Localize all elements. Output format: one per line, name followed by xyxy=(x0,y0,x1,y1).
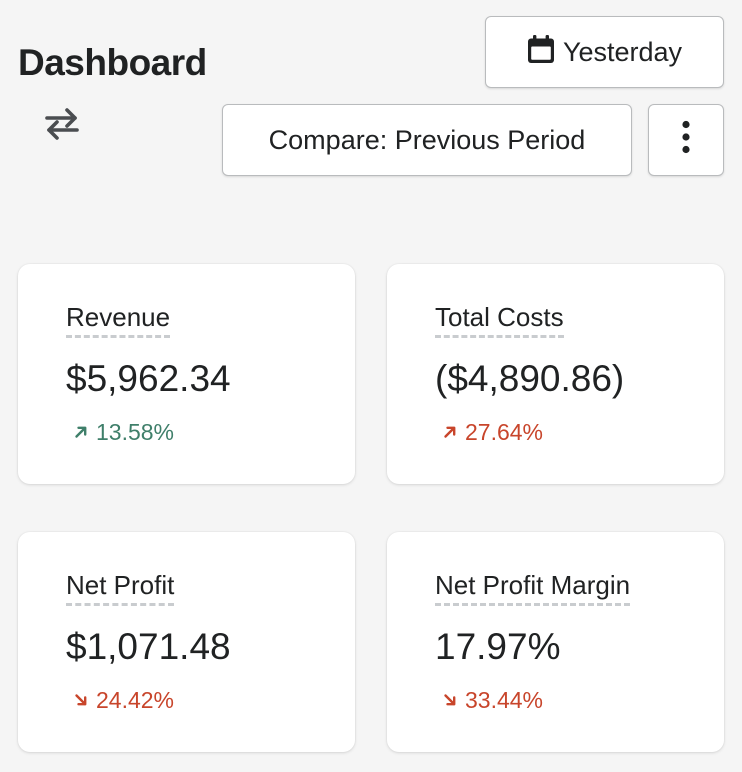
metric-value: $5,962.34 xyxy=(66,358,231,399)
date-range-label: Yesterday xyxy=(562,36,683,67)
arrow-up-right-icon xyxy=(443,425,457,439)
compare-period-label: Compare: Previous Period xyxy=(268,124,586,155)
vertical-ellipsis-icon xyxy=(681,120,691,161)
metric-change: 27.64% xyxy=(443,417,543,447)
metric-change-value: 24.42% xyxy=(96,687,175,713)
metric-label[interactable]: Revenue xyxy=(66,300,171,338)
metric-card-net-profit-margin: Net Profit Margin 17.97% 33.44% xyxy=(387,532,724,752)
arrow-down-right-icon xyxy=(74,693,88,707)
metric-label[interactable]: Net Profit xyxy=(66,568,175,606)
calendar-icon xyxy=(527,34,555,71)
metric-card-net-profit: Net Profit $1,071.48 24.42% xyxy=(18,532,355,752)
metric-card-revenue: Revenue $5,962.34 13.58% xyxy=(18,264,355,484)
metric-value: 17.97% xyxy=(435,626,561,667)
metric-change: 24.42% xyxy=(74,685,174,715)
metric-label[interactable]: Total Costs xyxy=(435,300,564,338)
metric-change-value: 13.58% xyxy=(96,419,175,445)
metric-value: ($4,890.86) xyxy=(435,358,625,399)
metric-change-value: 27.64% xyxy=(465,419,544,445)
more-actions-button[interactable] xyxy=(648,104,724,176)
date-range-button[interactable]: Yesterday xyxy=(485,16,724,88)
metric-change: 33.44% xyxy=(443,685,543,715)
metric-value: $1,071.48 xyxy=(66,626,231,667)
metric-change-value: 33.44% xyxy=(465,687,544,713)
metric-card-total-costs: Total Costs ($4,890.86) 27.64% xyxy=(387,264,724,484)
swap-arrows-icon[interactable] xyxy=(42,104,82,144)
arrow-up-right-icon xyxy=(74,425,88,439)
page-title: Dashboard xyxy=(18,42,207,83)
compare-period-button[interactable]: Compare: Previous Period xyxy=(222,104,632,176)
arrow-down-right-icon xyxy=(443,693,457,707)
metric-change: 13.58% xyxy=(74,417,174,447)
metric-label[interactable]: Net Profit Margin xyxy=(435,568,631,606)
